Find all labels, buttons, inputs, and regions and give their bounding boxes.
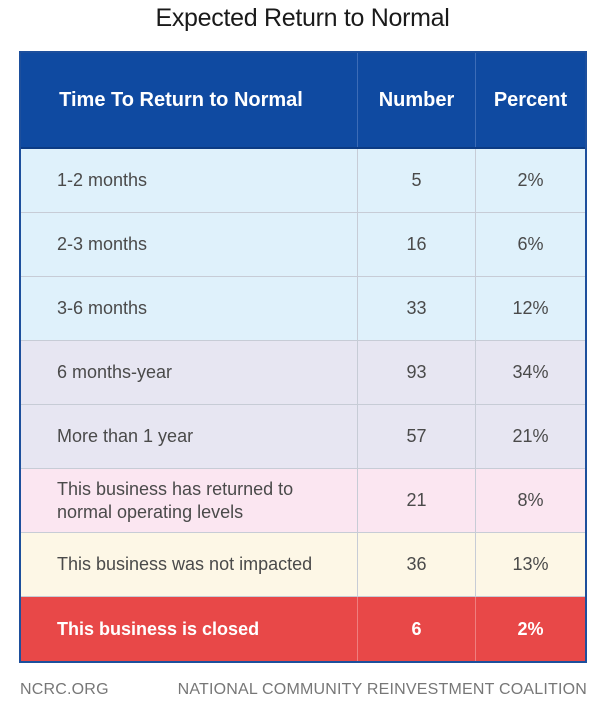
table-row: More than 1 year 57 21% xyxy=(21,405,585,469)
row-percent: 2% xyxy=(517,618,544,639)
row-number: 93 xyxy=(358,341,476,404)
table-row: 1-2 months 5 2% xyxy=(21,149,585,213)
row-number: 36 xyxy=(358,533,476,596)
footer-website: NCRC.ORG xyxy=(20,681,109,698)
row-label: More than 1 year xyxy=(21,405,358,468)
row-percent: 6% xyxy=(517,234,544,254)
chart-title: Expected Return to Normal xyxy=(155,4,450,32)
table-row: This business has returned to normal ope… xyxy=(21,469,585,533)
row-label: 6 months-year xyxy=(21,341,358,404)
footer-organization: NATIONAL COMMUNITY REINVESTMENT COALITIO… xyxy=(177,681,587,698)
row-percent: 13% xyxy=(512,554,549,574)
table-row-closed: This business is closed 6 2% xyxy=(21,597,585,661)
table-row: This business was not impacted 36 13% xyxy=(21,533,585,597)
table-header-row: Time To Return to Normal Number Percent xyxy=(21,53,585,149)
row-number: 16 xyxy=(358,213,476,276)
row-number: 33 xyxy=(358,277,476,340)
row-percent: 34% xyxy=(512,362,549,382)
column-header-time: Time To Return to Normal xyxy=(21,53,358,147)
row-label: This business has returned to normal ope… xyxy=(21,469,358,532)
row-number: 5 xyxy=(358,149,476,212)
row-number: 21 xyxy=(358,469,476,532)
row-percent: 8% xyxy=(517,490,544,510)
row-label: This business is closed xyxy=(21,597,358,661)
row-label: This business was not impacted xyxy=(21,533,358,596)
row-number: 6 xyxy=(358,597,476,661)
row-label: 1-2 months xyxy=(21,149,358,212)
data-table: Time To Return to Normal Number Percent … xyxy=(19,51,587,663)
column-header-number: Number xyxy=(358,53,476,147)
row-percent: 21% xyxy=(512,426,549,446)
row-number: 57 xyxy=(358,405,476,468)
column-header-percent: Percent xyxy=(493,88,568,111)
row-label: 3-6 months xyxy=(21,277,358,340)
row-percent: 2% xyxy=(517,170,544,190)
row-label: 2-3 months xyxy=(21,213,358,276)
table-row: 3-6 months 33 12% xyxy=(21,277,585,341)
row-percent: 12% xyxy=(512,298,549,318)
table-row: 2-3 months 16 6% xyxy=(21,213,585,277)
table-row: 6 months-year 93 34% xyxy=(21,341,585,405)
